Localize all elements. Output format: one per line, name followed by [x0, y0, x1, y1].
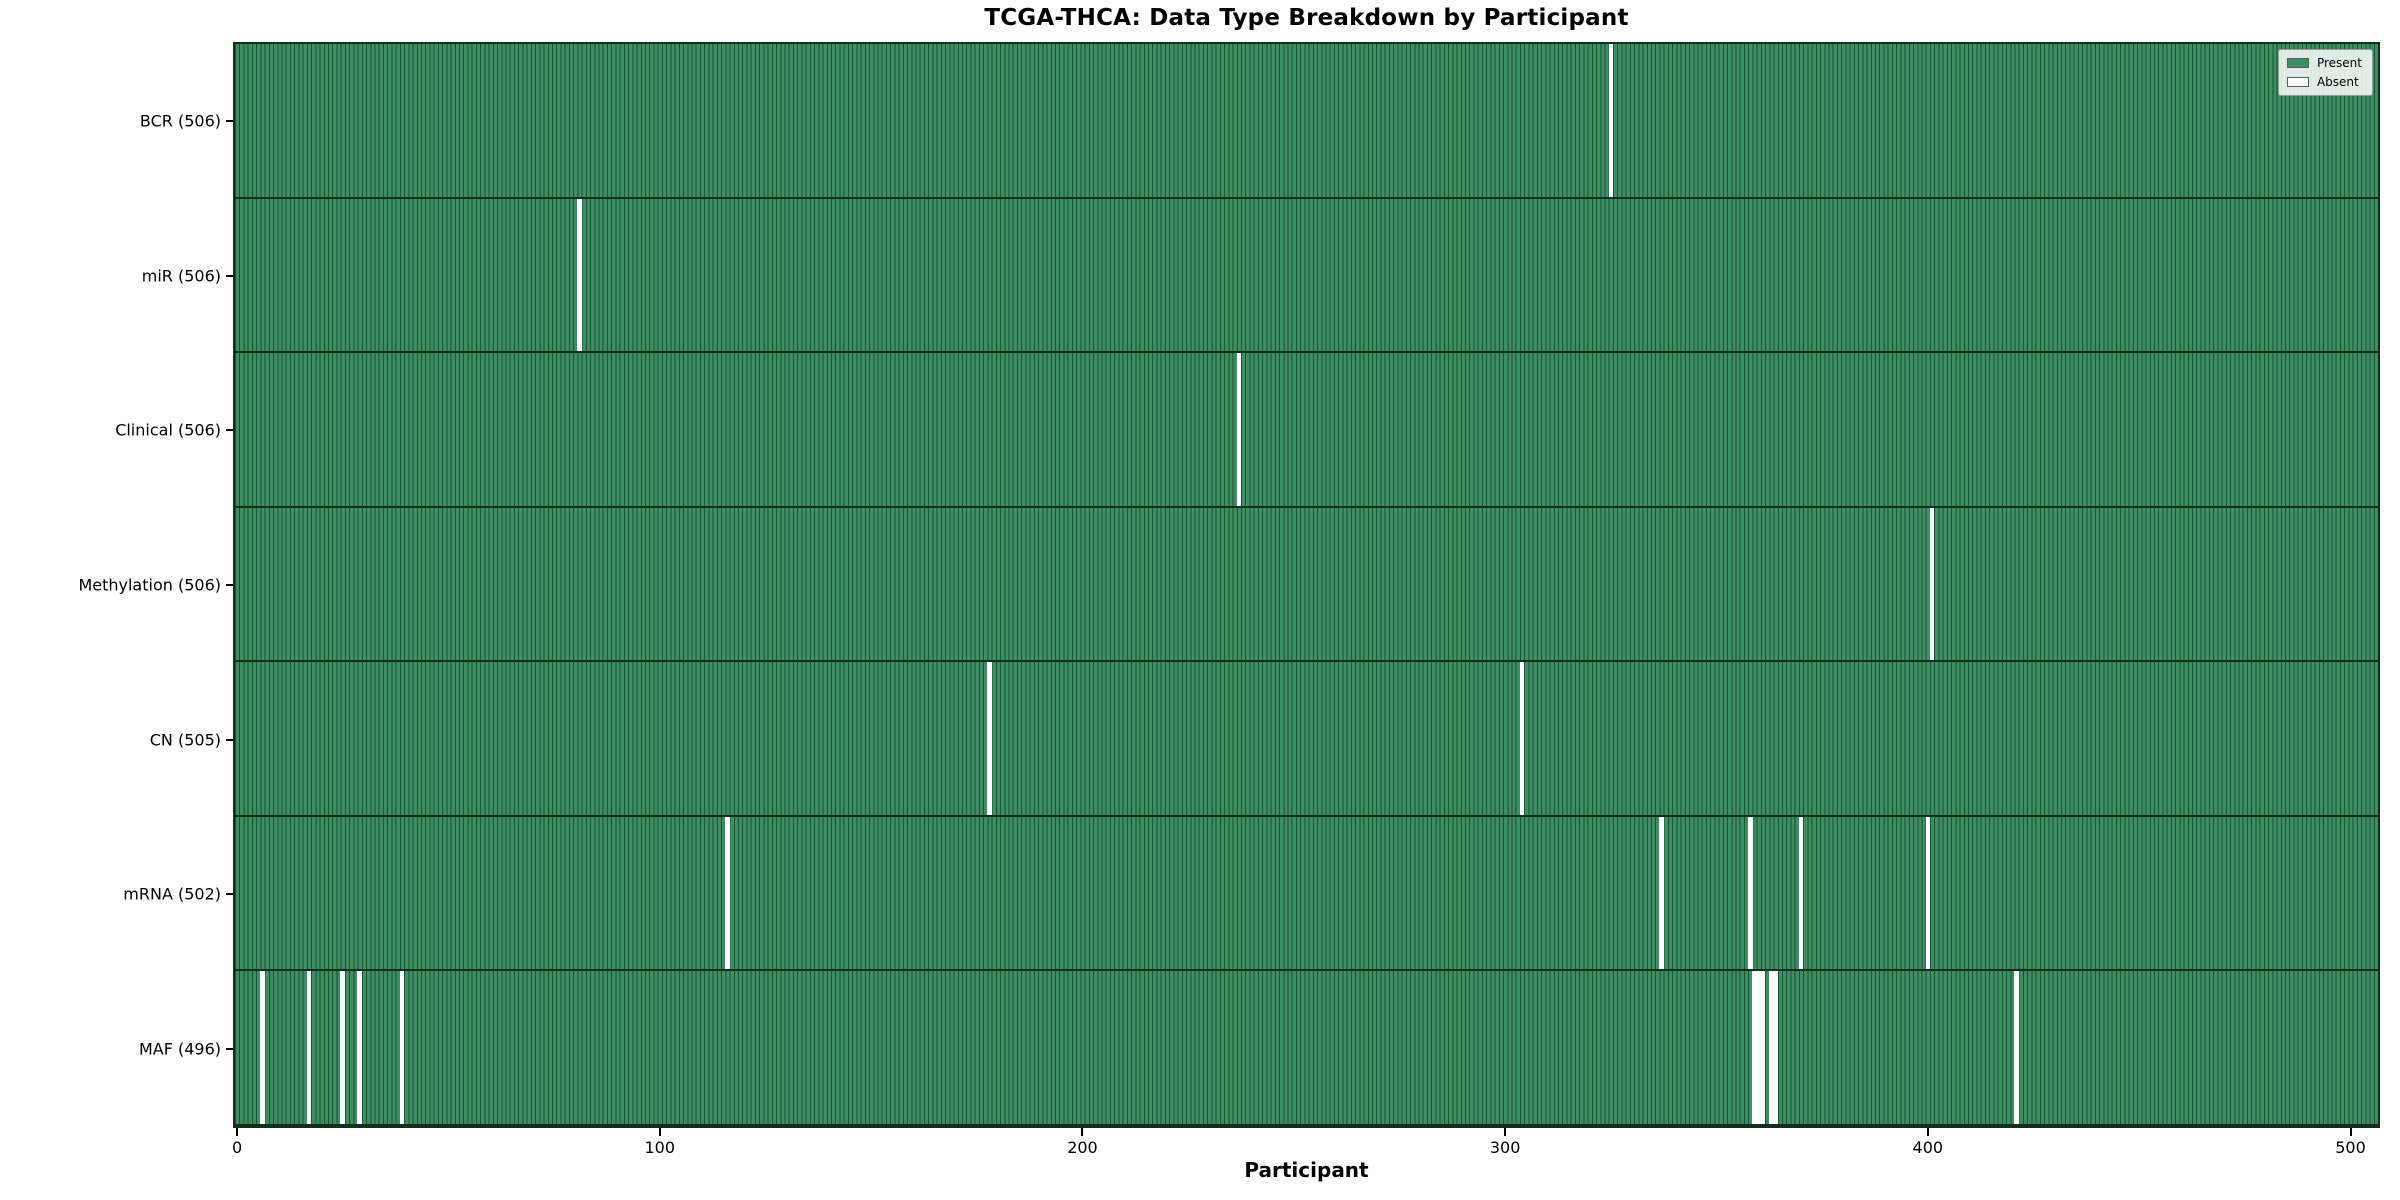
legend-present-swatch [2286, 58, 2309, 68]
legend-entry-present: Present [2286, 56, 2362, 70]
absent-gap [1236, 353, 1242, 506]
x-tick-label: 0 [232, 1138, 243, 1157]
x-tick-label: 200 [1067, 1138, 1098, 1157]
absent-gap [1748, 816, 1753, 970]
row-mir [235, 198, 2378, 354]
x-tick-mark [2349, 1128, 2352, 1136]
absent-gap [2014, 971, 2019, 1124]
x-tick-label: 100 [644, 1138, 676, 1157]
absent-gap [1798, 816, 1804, 970]
y-tick-mark [226, 429, 233, 432]
y-tick-mark [226, 274, 233, 277]
row-cn [235, 662, 2378, 817]
x-tick-mark [658, 1128, 661, 1136]
absent-gap [725, 816, 730, 970]
y-tick-mark [226, 738, 233, 741]
absent-gap [1925, 816, 1931, 970]
legend-present-label: Present [2316, 56, 2362, 70]
absent-gap [1929, 507, 1935, 661]
row-clinical [235, 353, 2378, 508]
y-tick-label: miR (506) [141, 266, 221, 286]
absent-gap [577, 198, 582, 352]
legend: Present Absent [2277, 49, 2373, 96]
y-tick-mark [226, 584, 233, 586]
legend-entry-absent: Absent [2286, 75, 2362, 89]
y-tick-label: mRNA (502) [123, 884, 221, 904]
absent-gap [1756, 971, 1762, 1124]
y-tick-label: Methylation (506) [78, 575, 221, 595]
absent-gap [399, 971, 405, 1124]
row-bcr [235, 44, 2378, 199]
absent-gap [1608, 44, 1614, 197]
x-tick-mark [1504, 1128, 1507, 1136]
y-tick-mark [226, 120, 233, 123]
absent-gap [1769, 971, 1774, 1124]
row-maf [235, 971, 2378, 1126]
absent-gap [1519, 662, 1525, 815]
absent-gap [306, 971, 312, 1124]
x-tick-mark [1081, 1128, 1084, 1136]
absent-gap [1760, 971, 1766, 1124]
absent-gap [260, 971, 265, 1124]
y-tick-label: CN (505) [149, 730, 221, 750]
x-tick-mark [236, 1128, 239, 1136]
x-tick-label: 500 [2335, 1138, 2366, 1157]
chart-title: TCGA-THCA: Data Type Breakdown by Partic… [984, 5, 1629, 31]
absent-gap [340, 971, 346, 1124]
x-tick-mark [1926, 1128, 1929, 1136]
y-tick-label: BCR (506) [139, 111, 221, 131]
x-axis-label: Participant [1244, 1158, 1369, 1182]
legend-absent-swatch [2286, 77, 2309, 87]
y-tick-mark [226, 1047, 233, 1050]
x-tick-label: 300 [1489, 1138, 1521, 1157]
absent-gap [987, 662, 992, 815]
absent-gap [1659, 816, 1664, 970]
y-tick-label: MAF (496) [138, 1039, 221, 1059]
legend-absent-label: Absent [2316, 75, 2359, 89]
row-methylation [235, 507, 2378, 663]
y-tick-mark [226, 893, 233, 896]
plot-area: Present Absent [233, 42, 2380, 1128]
x-tick-label: 400 [1912, 1138, 1944, 1157]
y-tick-label: Clinical (506) [115, 420, 221, 440]
absent-gap [1773, 971, 1778, 1124]
row-mrna [235, 816, 2378, 972]
absent-gap [1752, 971, 1757, 1124]
absent-gap [357, 971, 362, 1124]
